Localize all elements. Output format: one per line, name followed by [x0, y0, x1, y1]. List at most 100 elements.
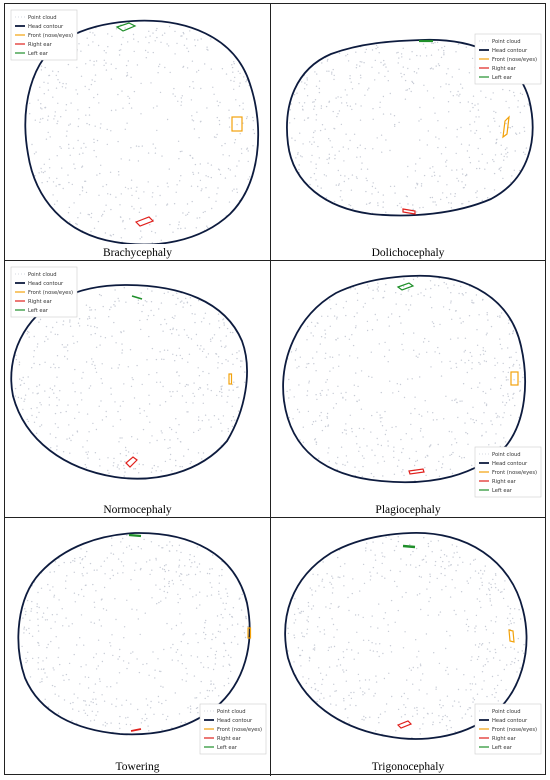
point [385, 139, 387, 141]
point [433, 652, 435, 654]
point [400, 438, 402, 441]
point [329, 140, 331, 142]
point [33, 153, 36, 155]
point [442, 560, 444, 563]
point [190, 655, 192, 657]
point [377, 716, 380, 719]
point [455, 613, 457, 616]
point [464, 713, 467, 715]
point [155, 29, 157, 32]
point [360, 168, 363, 170]
point [502, 362, 504, 365]
point [178, 224, 180, 226]
point [107, 469, 109, 472]
point [94, 606, 96, 608]
point [233, 188, 235, 190]
point [45, 325, 48, 328]
point [377, 202, 379, 204]
point [497, 700, 499, 702]
point [405, 304, 407, 306]
point [151, 467, 153, 469]
point [343, 429, 346, 431]
point [342, 463, 344, 466]
point [87, 451, 90, 453]
point [155, 358, 158, 361]
point [161, 155, 163, 157]
point [354, 327, 357, 329]
point [199, 571, 201, 573]
point [59, 663, 61, 666]
point [365, 177, 367, 179]
point [69, 452, 71, 454]
point [215, 636, 217, 639]
point [187, 361, 189, 363]
point [294, 619, 297, 621]
point [226, 401, 228, 403]
point [121, 90, 123, 92]
point [292, 418, 294, 420]
point [61, 608, 63, 610]
point [206, 107, 208, 109]
point [480, 606, 482, 609]
point [377, 462, 379, 464]
point [141, 383, 143, 386]
point [462, 321, 464, 323]
point [362, 694, 364, 696]
point [369, 649, 371, 651]
point [162, 686, 164, 688]
point [402, 66, 404, 68]
point [506, 664, 508, 666]
point [481, 199, 483, 202]
point [361, 475, 363, 478]
point [57, 333, 59, 336]
point [442, 705, 444, 707]
point [399, 570, 401, 573]
point [52, 326, 54, 329]
point [464, 422, 466, 424]
point [192, 596, 194, 598]
point [317, 690, 319, 692]
point [175, 329, 178, 331]
point [49, 136, 51, 138]
point [98, 405, 100, 407]
point [449, 360, 451, 363]
point [241, 152, 243, 155]
point [375, 44, 378, 47]
point [461, 717, 463, 719]
point [483, 360, 486, 362]
point [44, 672, 46, 674]
point [300, 665, 302, 667]
point [115, 698, 118, 700]
point [109, 171, 112, 173]
point [422, 43, 425, 45]
point [518, 364, 521, 366]
point [371, 376, 373, 378]
point [111, 634, 113, 636]
point [155, 204, 157, 206]
point [384, 75, 386, 78]
point [420, 183, 423, 185]
point [361, 718, 363, 721]
point [451, 544, 453, 546]
point [462, 383, 465, 385]
point [301, 649, 304, 652]
point [167, 349, 169, 351]
point [218, 123, 221, 126]
point [464, 362, 466, 364]
point [207, 667, 209, 669]
point [175, 191, 177, 193]
point [188, 353, 191, 355]
point [484, 350, 487, 352]
point [469, 577, 472, 579]
point [432, 166, 434, 168]
point [182, 66, 184, 68]
point [400, 72, 402, 75]
point [103, 586, 106, 589]
point [25, 657, 27, 660]
point [197, 429, 200, 432]
point [438, 662, 441, 665]
point [330, 583, 333, 585]
point [149, 707, 152, 709]
point [193, 555, 195, 558]
point [500, 153, 503, 155]
